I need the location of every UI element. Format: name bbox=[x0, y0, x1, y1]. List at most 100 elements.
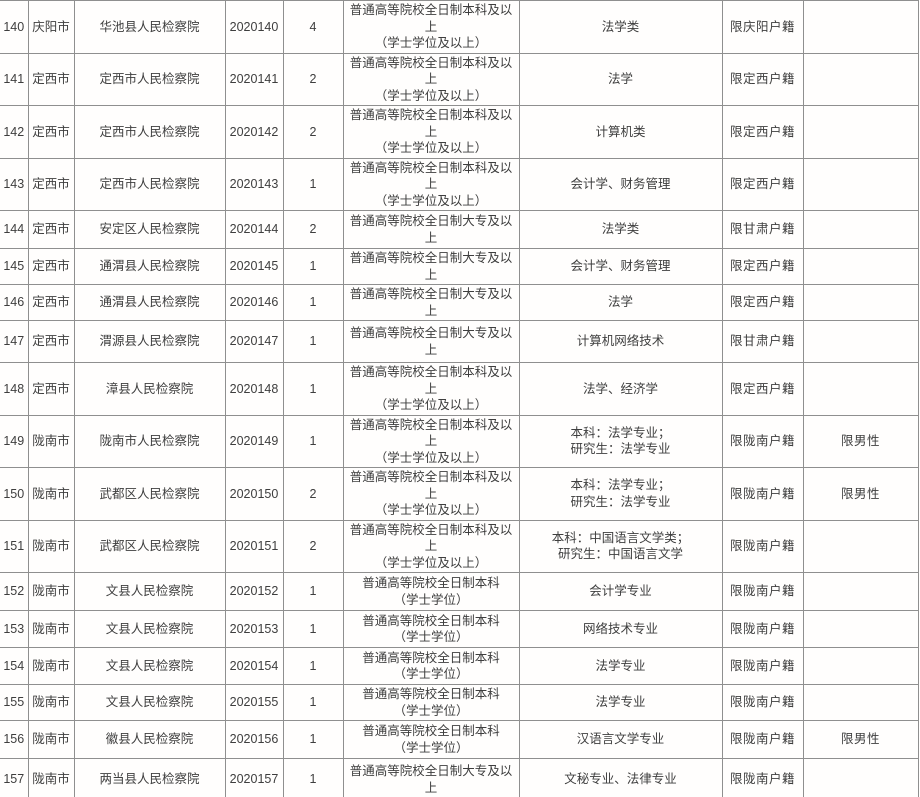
cell-other bbox=[802, 320, 919, 363]
cell-hukou: 限陇南户籍 bbox=[721, 684, 804, 721]
cell-unit: 武都区人民检察院 bbox=[73, 467, 226, 521]
cell-num: 149 bbox=[0, 414, 29, 468]
cell-other bbox=[802, 248, 919, 285]
cell-hukou: 限定西户籍 bbox=[721, 52, 804, 106]
cell-other bbox=[802, 362, 919, 416]
cell-count: 1 bbox=[282, 684, 344, 721]
cell-code: 2020140 bbox=[224, 0, 284, 54]
cell-city: 陇南市 bbox=[27, 720, 75, 759]
cell-hukou: 限定西户籍 bbox=[721, 157, 804, 211]
cell-education: 普通高等院校全日制本科 （学士学位） bbox=[342, 647, 520, 685]
cell-count: 2 bbox=[282, 519, 344, 573]
cell-city: 陇南市 bbox=[27, 684, 75, 721]
cell-major: 会计学、财务管理 bbox=[518, 157, 723, 211]
table-row: 153 陇南市 文县人民检察院 2020153 1 普通高等院校全日制本科 （学士学位）网… bbox=[0, 610, 919, 648]
cell-major: 法学、经济学 bbox=[518, 362, 723, 416]
cell-num: 144 bbox=[0, 210, 29, 249]
cell-code: 2020149 bbox=[224, 414, 284, 468]
cell-unit: 文县人民检察院 bbox=[73, 684, 226, 721]
cell-hukou: 限甘肃户籍 bbox=[721, 210, 804, 249]
cell-unit: 武都区人民检察院 bbox=[73, 519, 226, 573]
cell-other bbox=[802, 572, 919, 611]
cell-education: 普通高等院校全日制大专及以上 bbox=[342, 758, 520, 797]
table-row: 149 陇南市 陇南市人民检察院 2020149 1 普通高等院校全日制本科及以上 （学士… bbox=[0, 414, 919, 468]
cell-education: 普通高等院校全日制大专及以上 bbox=[342, 248, 520, 285]
cell-education: 普通高等院校全日制本科 （学士学位） bbox=[342, 572, 520, 611]
cell-other bbox=[802, 284, 919, 321]
cell-major: 法学专业 bbox=[518, 684, 723, 721]
cell-city: 定西市 bbox=[27, 157, 75, 211]
cell-count: 1 bbox=[282, 720, 344, 759]
cell-count: 1 bbox=[282, 647, 344, 685]
cell-city: 定西市 bbox=[27, 210, 75, 249]
cell-num: 154 bbox=[0, 647, 29, 685]
cell-num: 142 bbox=[0, 105, 29, 159]
table-row: 142 定西市 定西市人民检察院 2020142 2 普通高等院校全日制本科及以上 （学士… bbox=[0, 105, 919, 159]
cell-education: 普通高等院校全日制本科及以上 （学士学位及以上） bbox=[342, 414, 520, 468]
cell-hukou: 限陇南户籍 bbox=[721, 414, 804, 468]
cell-code: 2020148 bbox=[224, 362, 284, 416]
cell-count: 4 bbox=[282, 0, 344, 54]
cell-num: 157 bbox=[0, 758, 29, 797]
cell-count: 2 bbox=[282, 105, 344, 159]
table-row: 144 定西市 安定区人民检察院 2020144 2 普通高等院校全日制大专及以上 法学类限… bbox=[0, 210, 919, 249]
cell-city: 陇南市 bbox=[27, 610, 75, 648]
table-row: 155 陇南市 文县人民检察院 2020155 1 普通高等院校全日制本科 （学士学位）法… bbox=[0, 684, 919, 721]
cell-code: 2020152 bbox=[224, 572, 284, 611]
cell-count: 1 bbox=[282, 572, 344, 611]
cell-education: 普通高等院校全日制本科及以上 （学士学位及以上） bbox=[342, 105, 520, 159]
cell-code: 2020145 bbox=[224, 248, 284, 285]
cell-city: 陇南市 bbox=[27, 519, 75, 573]
cell-code: 2020151 bbox=[224, 519, 284, 573]
cell-education: 普通高等院校全日制大专及以上 bbox=[342, 284, 520, 321]
cell-num: 140 bbox=[0, 0, 29, 54]
cell-city: 定西市 bbox=[27, 284, 75, 321]
cell-unit: 陇南市人民检察院 bbox=[73, 414, 226, 468]
cell-education: 普通高等院校全日制本科 （学士学位） bbox=[342, 610, 520, 648]
cell-city: 陇南市 bbox=[27, 758, 75, 797]
cell-unit: 文县人民检察院 bbox=[73, 647, 226, 685]
cell-unit: 渭源县人民检察院 bbox=[73, 320, 226, 363]
cell-hukou: 限陇南户籍 bbox=[721, 467, 804, 521]
cell-num: 156 bbox=[0, 720, 29, 759]
table-row: 157 陇南市 两当县人民检察院 2020157 1 普通高等院校全日制大专及以上 文秘专业… bbox=[0, 758, 919, 797]
cell-unit: 安定区人民检察院 bbox=[73, 210, 226, 249]
cell-code: 2020141 bbox=[224, 52, 284, 106]
cell-num: 150 bbox=[0, 467, 29, 521]
cell-city: 庆阳市 bbox=[27, 0, 75, 54]
cell-major: 法学专业 bbox=[518, 647, 723, 685]
cell-city: 陇南市 bbox=[27, 647, 75, 685]
cell-education: 普通高等院校全日制本科 （学士学位） bbox=[342, 720, 520, 759]
cell-code: 2020150 bbox=[224, 467, 284, 521]
cell-unit: 定西市人民检察院 bbox=[73, 157, 226, 211]
cell-other bbox=[802, 210, 919, 249]
cell-code: 2020143 bbox=[224, 157, 284, 211]
cell-major: 法学类 bbox=[518, 210, 723, 249]
cell-city: 定西市 bbox=[27, 362, 75, 416]
table-row: 146 定西市 通渭县人民检察院 2020146 1 普通高等院校全日制大专及以上 法学 限定… bbox=[0, 284, 919, 321]
cell-hukou: 限陇南户籍 bbox=[721, 720, 804, 759]
cell-major: 网络技术专业 bbox=[518, 610, 723, 648]
cell-hukou: 限陇南户籍 bbox=[721, 572, 804, 611]
cell-other bbox=[802, 0, 919, 54]
cell-num: 152 bbox=[0, 572, 29, 611]
cell-code: 2020156 bbox=[224, 720, 284, 759]
cell-education: 普通高等院校全日制本科及以上 （学士学位及以上） bbox=[342, 519, 520, 573]
cell-unit: 徽县人民检察院 bbox=[73, 720, 226, 759]
cell-hukou: 限庆阳户籍 bbox=[721, 0, 804, 54]
cell-code: 2020154 bbox=[224, 647, 284, 685]
cell-other bbox=[802, 52, 919, 106]
cell-major: 法学类 bbox=[518, 0, 723, 54]
cell-city: 定西市 bbox=[27, 52, 75, 106]
cell-other bbox=[802, 157, 919, 211]
cell-unit: 两当县人民检察院 bbox=[73, 758, 226, 797]
table-row: 140 庆阳市 华池县人民检察院 2020140 4 普通高等院校全日制本科及以上 （学士… bbox=[0, 0, 919, 54]
cell-count: 1 bbox=[282, 248, 344, 285]
cell-count: 2 bbox=[282, 52, 344, 106]
cell-unit: 通渭县人民检察院 bbox=[73, 284, 226, 321]
cell-code: 2020155 bbox=[224, 684, 284, 721]
cell-city: 陇南市 bbox=[27, 572, 75, 611]
cell-count: 2 bbox=[282, 210, 344, 249]
cell-other bbox=[802, 684, 919, 721]
